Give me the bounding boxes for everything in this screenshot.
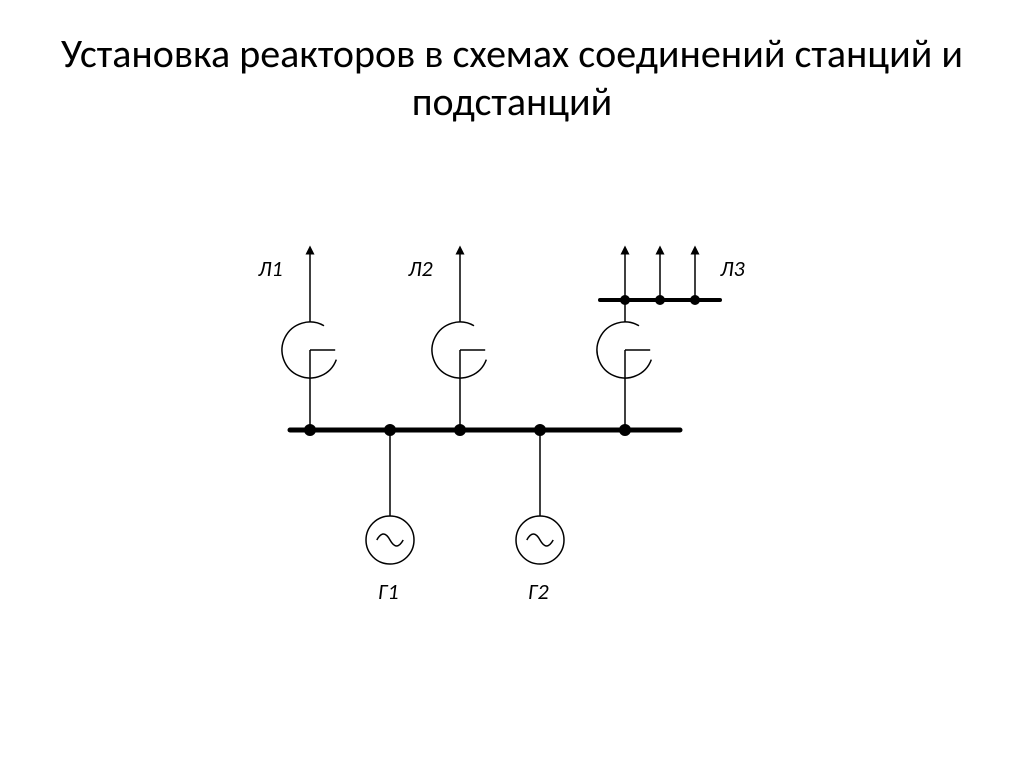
diagram-group bbox=[282, 250, 720, 564]
diagram-canvas bbox=[0, 0, 1024, 767]
generator-sine bbox=[377, 534, 403, 546]
label-G1: Г1 bbox=[378, 578, 399, 605]
label-G2: Г2 bbox=[528, 578, 549, 605]
generator-sine bbox=[527, 534, 553, 546]
label-L1: Л1 bbox=[258, 255, 283, 282]
label-L2: Л2 bbox=[408, 255, 433, 282]
label-L3: Л3 bbox=[720, 255, 745, 282]
